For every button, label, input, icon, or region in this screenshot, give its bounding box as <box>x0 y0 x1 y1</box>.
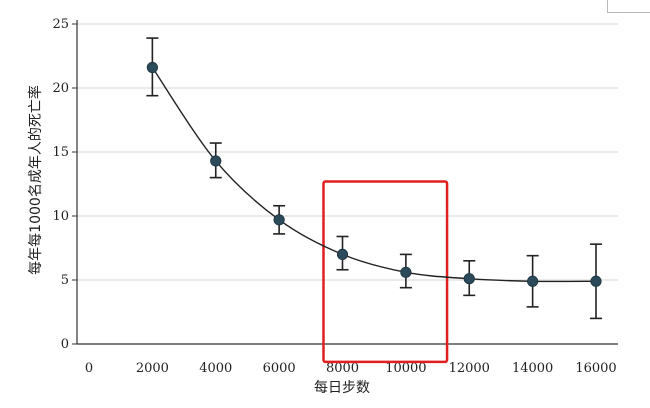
x-tick-labels: 0 2000 4000 6000 8000 10000 12000 14000 16000 <box>85 361 617 376</box>
y-tick-labels: 0 5 10 15 20 25 <box>52 17 69 352</box>
data-point <box>590 275 602 287</box>
y-tick-label: 15 <box>52 145 69 160</box>
gridlines <box>77 23 618 281</box>
y-tick-label: 5 <box>61 273 69 288</box>
y-tick-label: 0 <box>61 337 69 352</box>
x-tick-label: 6000 <box>263 361 296 376</box>
x-tick-label: 8000 <box>326 361 359 376</box>
highlight-box-layer <box>322 180 449 364</box>
x-tick-label: 10000 <box>385 361 426 376</box>
x-axis-title: 每日步数 <box>314 380 370 396</box>
y-axis-title: 每年每1000名成年人的死亡率 <box>27 85 44 275</box>
series-layer <box>146 37 602 320</box>
corner-frame-mark <box>607 0 650 13</box>
y-tick-label: 20 <box>52 81 69 96</box>
x-tick-label: 4000 <box>199 361 232 376</box>
data-point <box>210 155 222 167</box>
axes <box>72 20 618 345</box>
x-tick-label: 2000 <box>136 361 169 376</box>
data-point <box>527 275 539 287</box>
data-point <box>463 273 475 285</box>
y-tick-label: 25 <box>52 17 69 32</box>
x-tick-label: 16000 <box>575 361 616 376</box>
data-point <box>273 214 285 226</box>
data-point <box>400 266 412 278</box>
y-tick-label: 10 <box>52 209 69 224</box>
series-line <box>151 67 597 283</box>
x-tick-label: 12000 <box>449 361 490 376</box>
data-point <box>336 248 349 260</box>
highlight-box <box>322 180 449 364</box>
x-tick-label: 0 <box>85 361 93 376</box>
x-tick-label: 14000 <box>512 361 553 376</box>
data-point <box>146 61 158 74</box>
